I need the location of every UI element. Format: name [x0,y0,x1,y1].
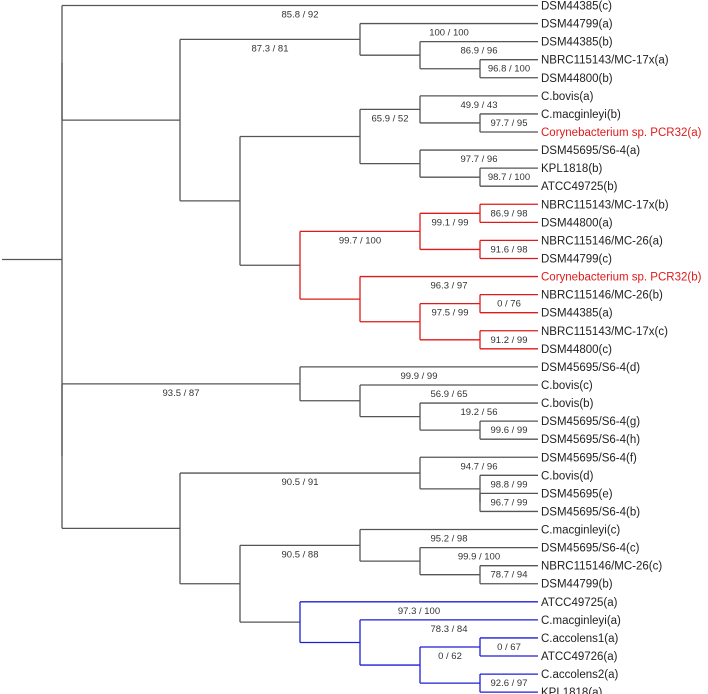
tip-label: Corynebacterium sp. PCR32(a) [541,127,702,139]
support-value: 99.6 / 99 [491,425,528,436]
tip-label: NBRC115143/MC-17x(a) [541,55,669,67]
support-value: 90.5 / 91 [282,477,319,488]
support-value: 91.6 / 98 [491,244,528,255]
tip-label: ATCC49726(a) [541,651,618,663]
support-value: 99.9 / 99 [401,371,438,382]
tip-label: DSM44385(a) [541,308,613,320]
tip-label: DSM45695/S6-4(h) [541,434,640,446]
support-value: 96.8 / 100 [488,64,530,75]
support-value: 97.7 / 95 [491,118,528,129]
tip-label: DSM45695/S6-4(f) [541,452,637,464]
support-value: 78.3 / 84 [431,624,468,635]
tip-label: DSM44385(c) [541,1,612,13]
tip-label: DSM44800(c) [541,344,612,356]
support-value: 97.7 / 96 [461,154,498,165]
tip-label: KPL1818(b) [541,163,603,175]
tip-label: C.accolens2(a) [541,669,619,681]
tip-label: NBRC115146/MC-26(c) [541,561,662,573]
support-value: 0 / 62 [438,651,462,662]
tip-label: Corynebacterium sp. PCR32(b) [541,272,702,284]
support-value: 98.8 / 99 [491,479,528,490]
support-value: 99.9 / 100 [458,552,500,563]
tip-label: NBRC115146/MC-26(b) [541,290,663,302]
tip-label: DSM44800(a) [541,217,613,229]
support-value: 99.1 / 99 [432,217,469,228]
support-value: 85.8 / 92 [282,10,319,21]
support-value: 0 / 67 [497,642,521,653]
tip-label: DSM44799(b) [541,579,613,591]
support-value: 93.5 / 87 [163,388,200,399]
support-value: 98.7 / 100 [488,172,530,183]
support-value: 99.7 / 100 [339,235,381,246]
tip-label: ATCC49725(a) [541,597,618,609]
tree-labels: DSM44385(c) DSM44799(a) DSM44385(b) NBRC115… [163,1,702,694]
tree-branches [2,4,538,693]
tip-label: DSM45695/S6-4(b) [541,506,640,518]
tip-label: NBRC115143/MC-17x(c) [541,326,668,338]
support-value: 96.7 / 99 [491,497,528,508]
tip-label: NBRC115143/MC-17x(b) [541,199,669,211]
support-value: 95.2 / 98 [431,534,468,545]
support-value: 87.3 / 81 [252,43,289,54]
tip-label: C.accolens1(a) [541,633,619,645]
support-value: 86.9 / 98 [491,208,528,219]
support-value: 56.9 / 65 [431,389,468,400]
support-value: 100 / 100 [429,28,469,39]
tip-label: C.macginleyi(b) [541,109,621,121]
tip-label: NBRC115146/MC-26(a) [541,235,663,247]
tip-label: DSM45695/S6-4(d) [541,362,640,374]
support-value: 49.9 / 43 [461,100,498,111]
tip-label: C.macginleyi(c) [541,525,620,537]
support-value: 19.2 / 56 [461,407,498,418]
tip-label: C.bovis(c) [541,380,593,392]
tip-label: C.bovis(b) [541,398,594,410]
tip-label: DSM44385(b) [541,37,613,49]
tip-label: DSM45695/S6-4(a) [541,145,640,157]
support-value: 65.9 / 52 [372,113,409,124]
tip-label: DSM44799(a) [541,19,613,31]
support-value: 94.7 / 96 [461,461,498,472]
tip-label: C.macginleyi(a) [541,615,621,627]
support-value: 97.5 / 99 [432,308,469,319]
tip-label: C.bovis(d) [541,470,594,482]
tip-label: DSM45695(e) [541,488,613,500]
tip-label: DSM44799(c) [541,253,612,265]
support-value: 92.6 / 97 [491,678,528,689]
support-value: 0 / 76 [497,299,521,310]
support-value: 78.7 / 94 [491,570,528,581]
tip-label: KPL1818(a) [541,687,603,694]
support-value: 96.3 / 97 [431,281,468,292]
tip-label: DSM45695/S6-4(g) [541,416,640,428]
tip-label: C.bovis(a) [541,91,594,103]
support-value: 90.5 / 88 [282,549,319,560]
tip-label: DSM45695/S6-4(c) [541,543,640,555]
support-value: 91.2 / 99 [491,335,528,346]
support-value: 97.3 / 100 [398,606,440,617]
tip-label: ATCC49725(b) [541,181,618,193]
tip-label: DSM44800(b) [541,73,613,85]
support-value: 86.9 / 96 [461,46,498,57]
